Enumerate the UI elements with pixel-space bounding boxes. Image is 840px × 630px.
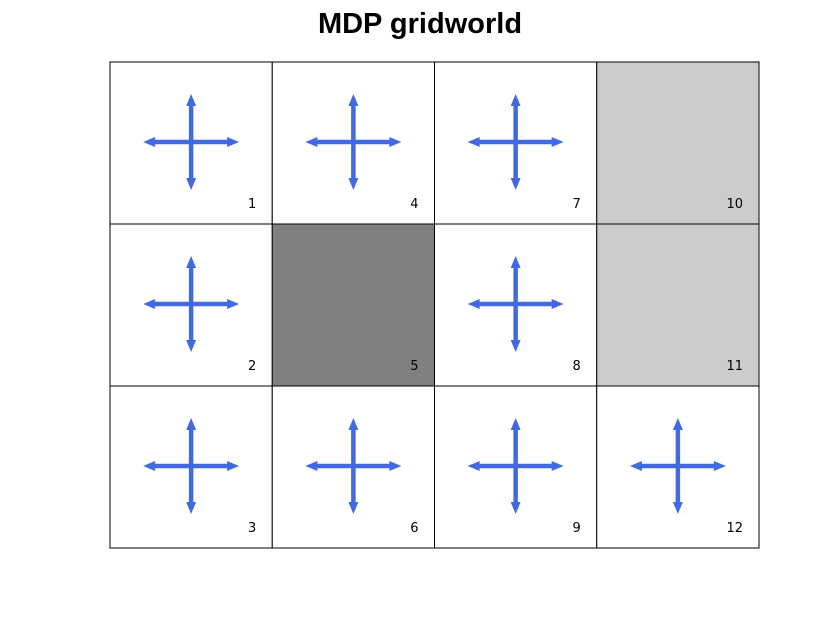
action-arrows-icon (305, 418, 402, 514)
arrow-down-icon (510, 340, 521, 352)
arrow-left-icon (305, 137, 318, 147)
grid-cell: 6 (271, 385, 435, 549)
arrow-down-icon (186, 502, 197, 514)
arrow-left-icon (305, 461, 318, 471)
action-arrows-icon (467, 256, 564, 352)
action-arrows-icon (143, 418, 240, 514)
cell-number-label: 2 (248, 359, 256, 374)
grid-cell: 2 (109, 223, 273, 387)
action-arrows-icon (143, 256, 240, 352)
cell-terminal-background (596, 223, 760, 387)
action-arrows-icon (143, 94, 240, 190)
grid-cell: 12 (596, 385, 760, 549)
arrow-right-icon (389, 461, 402, 471)
arrow-right-icon (713, 461, 726, 471)
action-arrows-icon (629, 418, 726, 514)
arrow-right-icon (551, 461, 564, 471)
cell-number-label: 9 (572, 521, 580, 536)
arrow-left-icon (629, 461, 642, 471)
arrow-down-icon (672, 502, 683, 514)
action-arrows-icon (467, 418, 564, 514)
cell-number-label: 4 (410, 197, 418, 212)
action-arrows-icon (467, 94, 564, 190)
cell-number-label: 11 (726, 359, 743, 374)
grid-cell: 11 (596, 223, 760, 387)
arrow-right-icon (227, 299, 240, 309)
grid-cell: 5 (271, 223, 435, 387)
diagram-title: MDP gridworld (317, 8, 523, 40)
cell-number-label: 8 (572, 359, 580, 374)
grid-cell: 7 (434, 61, 598, 225)
arrow-down-icon (186, 340, 197, 352)
arrow-up-icon (186, 94, 197, 106)
cell-number-label: 5 (410, 359, 418, 374)
cell-number-label: 10 (726, 197, 743, 212)
arrow-left-icon (467, 137, 480, 147)
arrow-up-icon (510, 418, 521, 430)
arrow-up-icon (672, 418, 683, 430)
arrow-up-icon (348, 418, 359, 430)
arrow-left-icon (143, 461, 156, 471)
cell-number-label: 7 (572, 197, 580, 212)
arrow-down-icon (510, 502, 521, 514)
arrow-left-icon (143, 299, 156, 309)
grid-cell: 9 (434, 385, 598, 549)
cell-wall-background (271, 223, 435, 387)
cell-number-label: 1 (248, 197, 256, 212)
arrow-right-icon (551, 299, 564, 309)
cell-number-label: 3 (248, 521, 256, 536)
arrow-left-icon (467, 461, 480, 471)
grid-cell: 10 (596, 61, 760, 225)
arrow-right-icon (227, 461, 240, 471)
grid-cell: 8 (434, 223, 598, 387)
arrow-down-icon (510, 178, 521, 190)
arrow-up-icon (186, 256, 197, 268)
arrow-down-icon (186, 178, 197, 190)
cell-number-label: 6 (410, 521, 418, 536)
grid-cell: 4 (271, 61, 435, 225)
cell-terminal-background (596, 61, 760, 225)
cell-number-label: 12 (726, 521, 743, 536)
arrow-right-icon (227, 137, 240, 147)
grid-cell: 3 (109, 385, 273, 549)
arrow-right-icon (551, 137, 564, 147)
action-arrows-icon (305, 94, 402, 190)
arrow-left-icon (143, 137, 156, 147)
arrow-down-icon (348, 178, 359, 190)
arrow-down-icon (348, 502, 359, 514)
arrow-right-icon (389, 137, 402, 147)
arrow-left-icon (467, 299, 480, 309)
arrow-up-icon (186, 418, 197, 430)
arrow-up-icon (510, 256, 521, 268)
grid-cell: 1 (109, 61, 273, 225)
arrow-up-icon (348, 94, 359, 106)
arrow-up-icon (510, 94, 521, 106)
